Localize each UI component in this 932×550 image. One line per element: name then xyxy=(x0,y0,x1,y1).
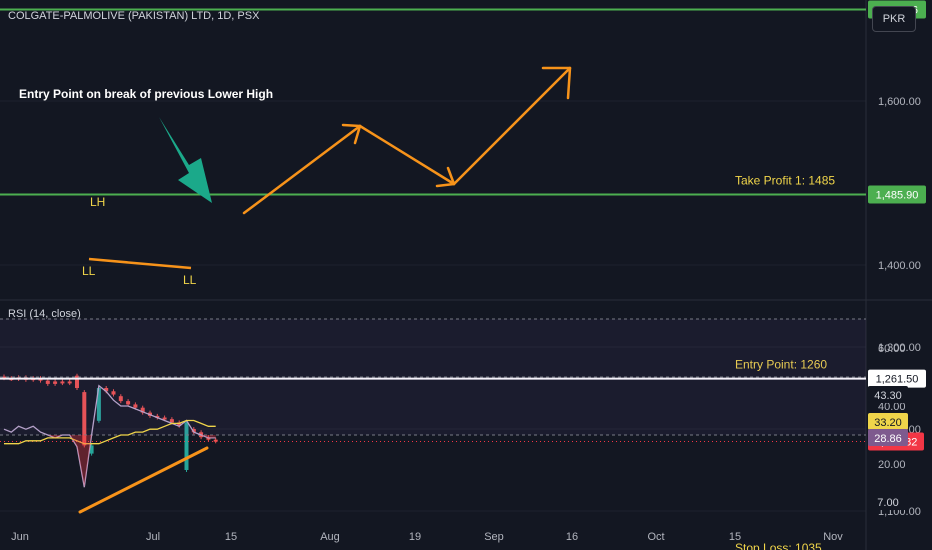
candle-body xyxy=(89,445,94,454)
candle-body xyxy=(75,375,79,388)
teal-arrow xyxy=(159,117,212,203)
level-label: Entry Point: 1260 xyxy=(735,358,827,372)
candle-body xyxy=(2,376,6,379)
x-tick-label: Aug xyxy=(320,531,340,543)
price-tick-label: 1,600.00 xyxy=(878,96,921,108)
x-tick-label: Jun xyxy=(11,531,29,543)
rsi-bands xyxy=(0,318,866,436)
candle-body xyxy=(96,388,101,421)
candle-body xyxy=(82,392,87,446)
x-tick-label: 16 xyxy=(566,531,578,543)
level-label: Take Profit 2: 1710 xyxy=(735,0,835,2)
level-badge-value: 1,485.90 xyxy=(876,190,919,202)
x-tick-label: Jul xyxy=(146,531,160,543)
rsi-badge xyxy=(868,386,908,403)
lower-low-trendline xyxy=(88,257,192,270)
candle-body xyxy=(60,381,65,384)
price-tick-label: 1,400.00 xyxy=(878,260,921,272)
ll-label-2: LL xyxy=(183,273,197,287)
level-badge-value: 1,261.50 xyxy=(876,374,919,386)
rsi-badge-value: 7.00 xyxy=(877,497,898,509)
candle-body xyxy=(126,401,131,405)
rsi-tick-label: 20.00 xyxy=(878,459,906,471)
rsi-lines xyxy=(3,384,216,488)
rsi-badge-value: 28.86 xyxy=(874,433,902,445)
projection-arrows xyxy=(242,66,572,215)
x-tick-label: Nov xyxy=(823,531,843,543)
entry-note: Entry Point on break of previous Lower H… xyxy=(19,87,273,101)
candle-body xyxy=(191,429,196,433)
rsi-series-line xyxy=(4,419,216,445)
candle-body xyxy=(133,404,138,408)
candle-body xyxy=(45,380,50,384)
price-tick-label: 1,300.00 xyxy=(878,342,921,354)
candle-body xyxy=(67,381,72,384)
rsi-tick-label: 60.00 xyxy=(878,343,906,355)
level-label: Stop Loss: 1035 xyxy=(735,541,822,550)
candle-body xyxy=(162,417,167,420)
rsi-badge-value: 33.20 xyxy=(874,417,902,429)
level-badge xyxy=(868,185,926,204)
candle-body xyxy=(118,396,123,402)
rsi-series-line xyxy=(3,384,216,488)
candle-body xyxy=(104,388,109,392)
time-x-axis: Jun Jul 15 Aug 19 Sep 16 Oct 15 Nov xyxy=(11,531,843,543)
rsi-badge xyxy=(868,413,908,430)
rsi-pane[interactable]: RSI (14, close) 60.00 40.00 20.00 43.30 33.… xyxy=(0,308,908,514)
level-badge xyxy=(868,369,926,388)
candle-body xyxy=(177,422,182,426)
x-tick-label: Sep xyxy=(484,531,504,543)
x-tick-label: 19 xyxy=(409,531,421,543)
price-pane[interactable] xyxy=(0,0,866,300)
candle-body xyxy=(213,439,218,442)
ll-label-1: LL xyxy=(82,264,96,278)
rsi-title: RSI (14, close) xyxy=(8,308,81,320)
rsi-badge-value: 43.30 xyxy=(874,390,902,402)
candle-body xyxy=(140,407,145,413)
candle-body xyxy=(53,381,58,384)
candle-body xyxy=(111,391,116,395)
candle-body xyxy=(184,422,189,470)
symbol-title: COLGATE-PALMOLIVE (PAKISTAN) LTD, 1D, PS… xyxy=(8,10,260,22)
rsi-tick-label: 40.00 xyxy=(878,401,906,413)
x-tick-label: Oct xyxy=(647,531,664,543)
lh-label: LH xyxy=(90,195,105,209)
level-label: Take Profit 1: 1485 xyxy=(735,174,835,188)
x-tick-label: 15 xyxy=(729,531,741,543)
rsi-y-axis: 60.00 40.00 20.00 xyxy=(878,343,906,471)
candle-body xyxy=(169,419,174,423)
candle-body xyxy=(155,415,160,418)
rsi-divergence-line xyxy=(78,446,209,514)
rsi-badges: 43.30 33.20 28.86 7.00 xyxy=(868,386,908,510)
rsi-badge xyxy=(868,493,908,510)
x-tick-label: 15 xyxy=(225,531,237,543)
rsi-badge xyxy=(868,429,908,446)
currency-button[interactable]: PKR xyxy=(872,6,916,32)
